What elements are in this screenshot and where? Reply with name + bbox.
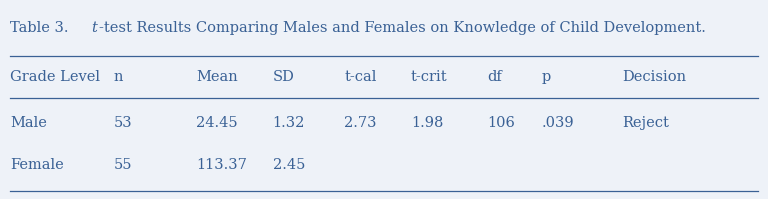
Text: Decision: Decision: [622, 70, 686, 84]
Text: 113.37: 113.37: [196, 158, 247, 172]
Text: .039: .039: [541, 116, 574, 130]
Text: Mean: Mean: [196, 70, 237, 84]
Text: Reject: Reject: [622, 116, 669, 130]
Text: Male: Male: [10, 116, 47, 130]
Text: Table 3.: Table 3.: [10, 21, 73, 35]
Text: Female: Female: [10, 158, 64, 172]
Text: Grade Level: Grade Level: [10, 70, 100, 84]
Text: SD: SD: [273, 70, 294, 84]
Text: 2.45: 2.45: [273, 158, 305, 172]
Text: t-cal: t-cal: [344, 70, 376, 84]
Text: 1.32: 1.32: [273, 116, 305, 130]
Text: 24.45: 24.45: [196, 116, 237, 130]
Text: 53: 53: [114, 116, 132, 130]
Text: -test Results Comparing Males and Females on Knowledge of Child Development.: -test Results Comparing Males and Female…: [99, 21, 706, 35]
Text: n: n: [114, 70, 123, 84]
Text: 55: 55: [114, 158, 132, 172]
Text: df: df: [488, 70, 502, 84]
Text: 2.73: 2.73: [344, 116, 376, 130]
Text: 1.98: 1.98: [411, 116, 443, 130]
Text: p: p: [541, 70, 551, 84]
Text: t-crit: t-crit: [411, 70, 448, 84]
Text: t: t: [91, 21, 98, 35]
Text: 106: 106: [488, 116, 515, 130]
